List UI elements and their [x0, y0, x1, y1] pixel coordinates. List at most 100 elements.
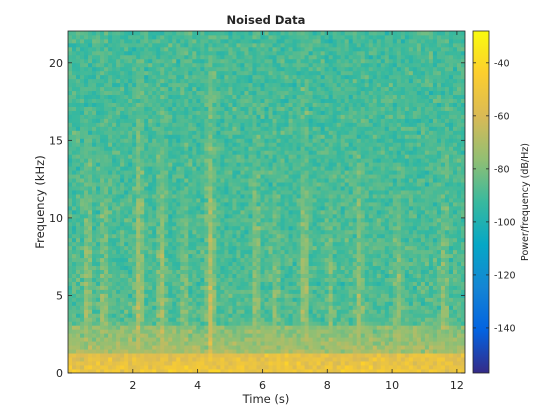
heatmap-cell [136, 273, 141, 278]
heatmap-cell [204, 213, 209, 219]
heatmap-cell [200, 317, 205, 322]
heatmap-cell [280, 217, 285, 223]
heatmap-cell [232, 225, 237, 231]
heatmap-cell [128, 269, 133, 274]
heatmap-cell [212, 257, 217, 263]
heatmap-cell [68, 82, 73, 88]
heatmap-cell [200, 321, 205, 326]
heatmap-cell [188, 289, 193, 294]
heatmap-cell [288, 162, 293, 167]
heatmap-cell [204, 225, 209, 231]
heatmap-cell [180, 162, 185, 167]
heatmap-cell [128, 98, 133, 103]
heatmap-cell [184, 74, 189, 80]
heatmap-cell [136, 78, 141, 84]
heatmap-cell [288, 285, 293, 290]
heatmap-cell [112, 249, 117, 255]
heatmap-cell [192, 301, 197, 306]
heatmap-cell [264, 114, 269, 119]
heatmap-cell [228, 182, 233, 187]
heatmap-cell [168, 158, 173, 163]
heatmap-cell [264, 82, 269, 88]
heatmap-cell [80, 138, 85, 143]
heatmap-cell [196, 213, 201, 219]
heatmap-cell [144, 301, 149, 306]
heatmap-cell [144, 225, 149, 231]
heatmap-cell [80, 82, 85, 88]
heatmap-cell [260, 90, 265, 96]
heatmap-cell [256, 317, 261, 322]
heatmap-cell [232, 66, 237, 72]
heatmap-cell [76, 321, 81, 326]
heatmap-cell [88, 94, 93, 100]
heatmap-cell [244, 158, 249, 163]
heatmap-cell [216, 249, 221, 255]
heatmap-cell [84, 305, 89, 310]
heatmap-cell [164, 202, 169, 207]
heatmap-cell [280, 369, 285, 373]
heatmap-cell [252, 98, 257, 103]
heatmap-cell [156, 198, 161, 203]
heatmap-cell [280, 130, 285, 135]
heatmap-cell [72, 162, 77, 167]
heatmap-cell [196, 357, 201, 362]
heatmap-cell [160, 54, 165, 60]
heatmap-cell [68, 361, 73, 366]
heatmap-cell [280, 70, 285, 76]
heatmap-cell [152, 182, 157, 187]
heatmap-cell [284, 186, 289, 191]
heatmap-cell [264, 202, 269, 207]
heatmap-cell [296, 186, 301, 191]
heatmap-cell [148, 345, 153, 350]
heatmap-cell [228, 138, 233, 143]
heatmap-cell [260, 82, 265, 88]
heatmap-cell [288, 333, 293, 338]
heatmap-cell [108, 82, 113, 88]
heatmap-cell [132, 313, 137, 318]
heatmap-cell [92, 174, 97, 179]
heatmap-cell [152, 289, 157, 294]
heatmap-cell [92, 42, 97, 48]
heatmap-cell [156, 58, 161, 64]
heatmap-cell [280, 325, 285, 330]
heatmap-cell [100, 46, 105, 52]
heatmap-cell [232, 257, 237, 263]
heatmap-cell [100, 94, 105, 100]
heatmap-cell [220, 182, 225, 187]
heatmap-cell [84, 198, 89, 203]
heatmap-cell [272, 130, 277, 135]
heatmap-cell [268, 265, 273, 271]
heatmap-cell [128, 158, 133, 163]
heatmap-cell [148, 269, 153, 274]
heatmap-cell [252, 122, 257, 127]
heatmap-cell [236, 126, 241, 131]
heatmap-cell [272, 213, 277, 219]
heatmap-cell [128, 78, 133, 84]
heatmap-cell [284, 209, 289, 215]
heatmap-cell [256, 46, 261, 52]
plot-area [67, 30, 466, 374]
heatmap-cell [96, 365, 101, 370]
heatmap-cell [108, 54, 113, 60]
heatmap-cell [240, 353, 245, 358]
heatmap-cell [236, 146, 241, 151]
heatmap-cell [220, 70, 225, 76]
heatmap-cell [92, 317, 97, 322]
heatmap-cell [76, 221, 81, 227]
heatmap-cell [216, 98, 221, 103]
heatmap-cell [104, 122, 109, 127]
heatmap-cell [260, 194, 265, 199]
heatmap-cell [136, 74, 141, 80]
heatmap-cell [132, 345, 137, 350]
heatmap-cell [80, 198, 85, 203]
heatmap-cell [280, 317, 285, 322]
heatmap-cell [272, 42, 277, 48]
heatmap-cell [224, 62, 229, 68]
heatmap-cell [260, 289, 265, 294]
heatmap-cell [124, 325, 129, 330]
heatmap-cell [164, 54, 169, 60]
heatmap-cell [256, 146, 261, 151]
heatmap-cell [124, 221, 129, 227]
heatmap-cell [112, 329, 117, 334]
heatmap-cell [216, 337, 221, 342]
